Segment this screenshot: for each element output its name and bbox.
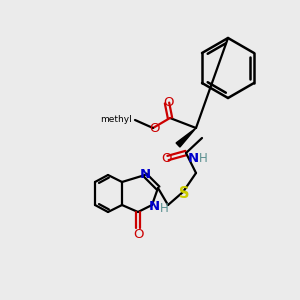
Text: N: N [188,152,199,164]
Text: O: O [161,152,171,166]
Text: H: H [160,202,168,214]
Polygon shape [176,128,196,147]
Text: S: S [179,185,189,200]
Text: O: O [149,122,159,136]
Text: O: O [134,227,144,241]
Text: N: N [148,200,160,214]
Text: methyl: methyl [100,116,132,124]
Text: N: N [140,167,151,181]
Text: O: O [163,95,173,109]
Text: H: H [199,152,207,166]
